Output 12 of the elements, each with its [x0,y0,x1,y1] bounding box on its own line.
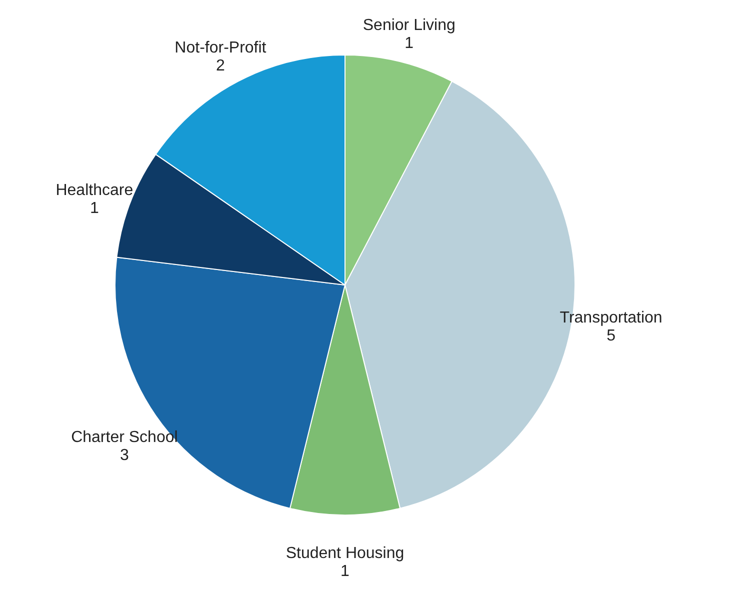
data-label: 5 [606,327,616,344]
data-label: 1 [404,34,414,52]
data-label: 1 [340,563,350,580]
slice-label: Charter School [71,429,178,446]
data-label: 3 [120,447,129,464]
data-label: 2 [216,58,225,75]
slice-label: Senior Living [362,16,456,34]
slice-label: Healthcare [56,182,134,199]
data-label: 1 [90,200,99,217]
slice-label: Transportation [560,309,662,326]
slice-label: Not-for-Profit [174,40,267,57]
slice-label: Student Housing [286,545,404,562]
